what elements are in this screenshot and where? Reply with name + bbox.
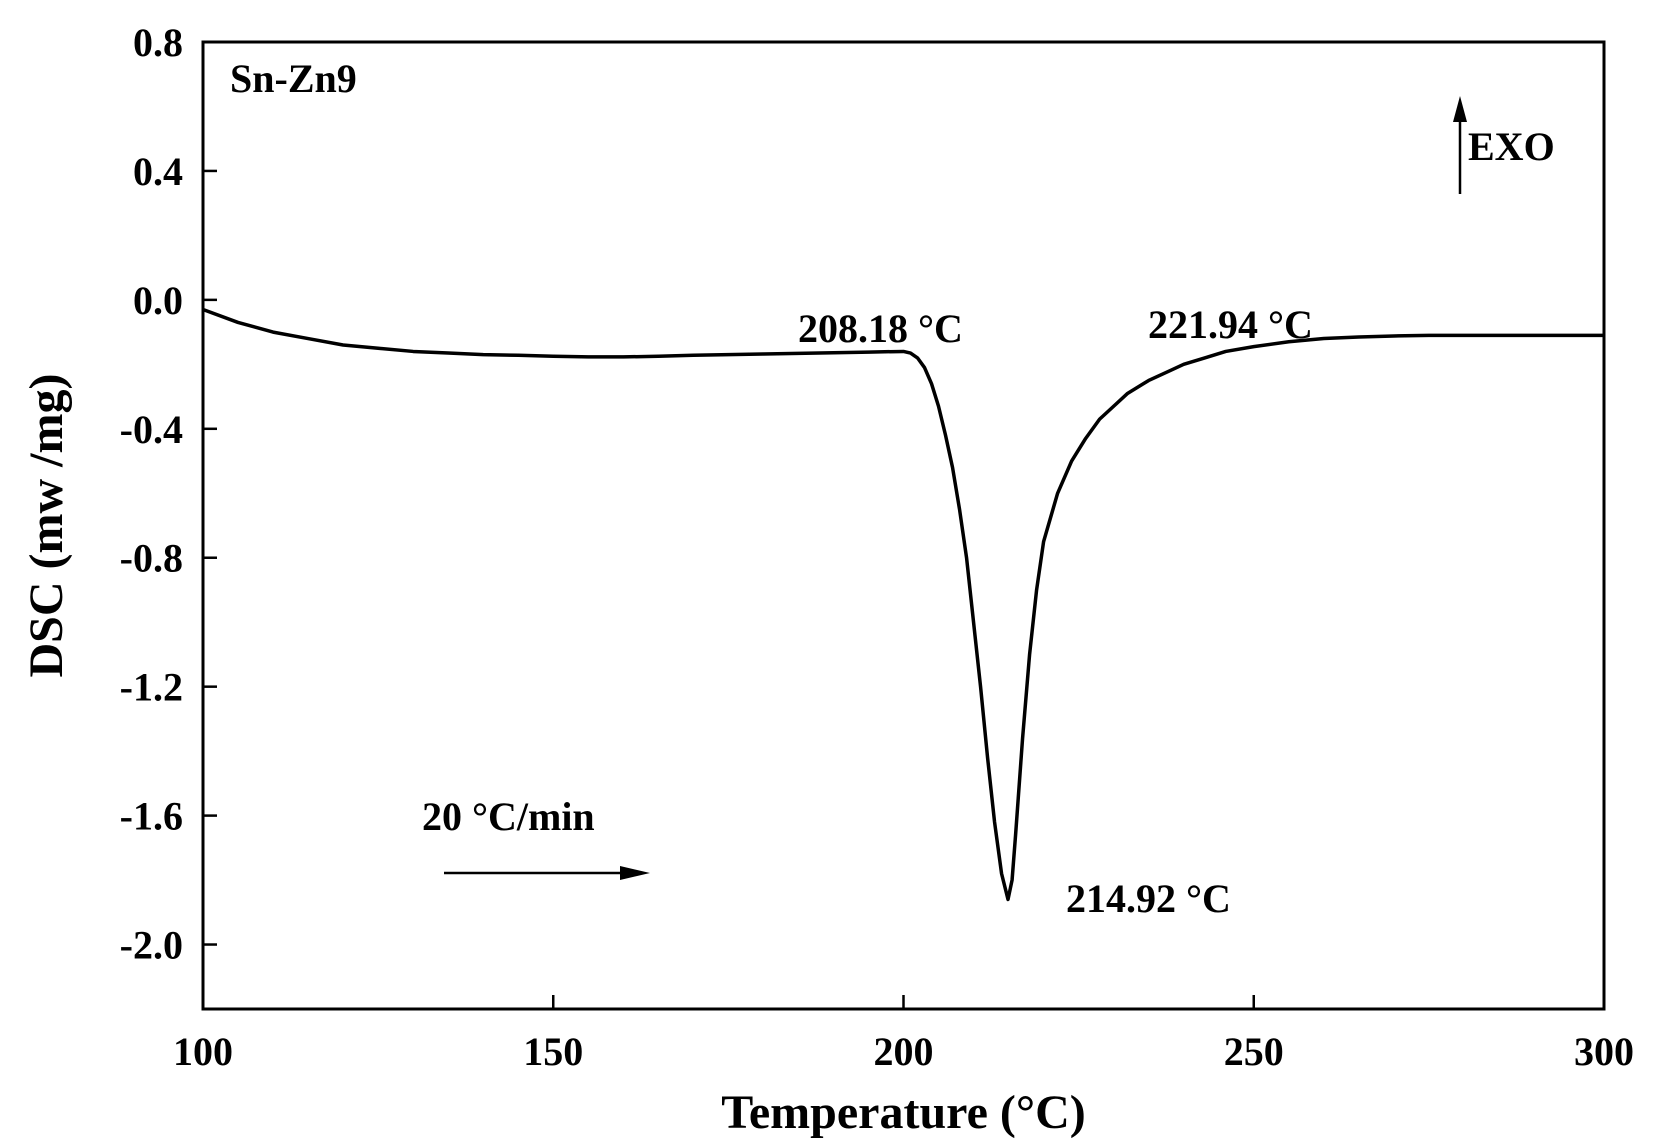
x-axis-title: Temperature (°C)	[721, 1086, 1085, 1139]
y-tick-label: -0.8	[120, 536, 183, 581]
exo-arrow-head	[1453, 96, 1467, 122]
x-tick-label: 150	[523, 1029, 583, 1074]
y-tick-label: 0.8	[133, 20, 183, 65]
plot-frame	[201, 40, 1606, 1011]
y-tick-label: -0.4	[120, 407, 183, 452]
endset-temperature-label: 221.94 °C	[1148, 302, 1313, 347]
y-axis-title: DSC (mw /mg)	[20, 374, 73, 678]
y-tick-label: -1.6	[120, 794, 183, 839]
peak-temperature-label: 214.92 °C	[1066, 876, 1231, 921]
axis-layer: 100 150 200 250 300 0.8 0.4 0.0 -0.4 -0.8 -1.2 -1.6…	[120, 20, 1634, 1074]
sample-label: Sn-Zn9	[230, 56, 357, 101]
exo-label: EXO	[1468, 124, 1555, 169]
x-tick-label: 250	[1224, 1029, 1284, 1074]
onset-temperature-label: 208.18 °C	[798, 306, 963, 351]
x-tick-label: 100	[173, 1029, 233, 1074]
x-tick-label: 200	[874, 1029, 934, 1074]
y-tick-label: -1.2	[120, 665, 183, 710]
dsc-curve	[202, 307, 1604, 902]
series-layer	[202, 307, 1604, 902]
heating-rate-label: 20 °C/min	[422, 794, 595, 839]
y-tick-label: 0.4	[133, 149, 183, 194]
y-tick-label: 0.0	[133, 278, 183, 323]
annotation-layer: Sn-Zn9 208.18 °C 221.94 °C 214.92 °C 20 …	[230, 56, 1555, 921]
x-tick-label: 300	[1574, 1029, 1634, 1074]
y-tick-label: -2.0	[120, 923, 183, 968]
heating-direction-arrow-head	[620, 866, 650, 880]
